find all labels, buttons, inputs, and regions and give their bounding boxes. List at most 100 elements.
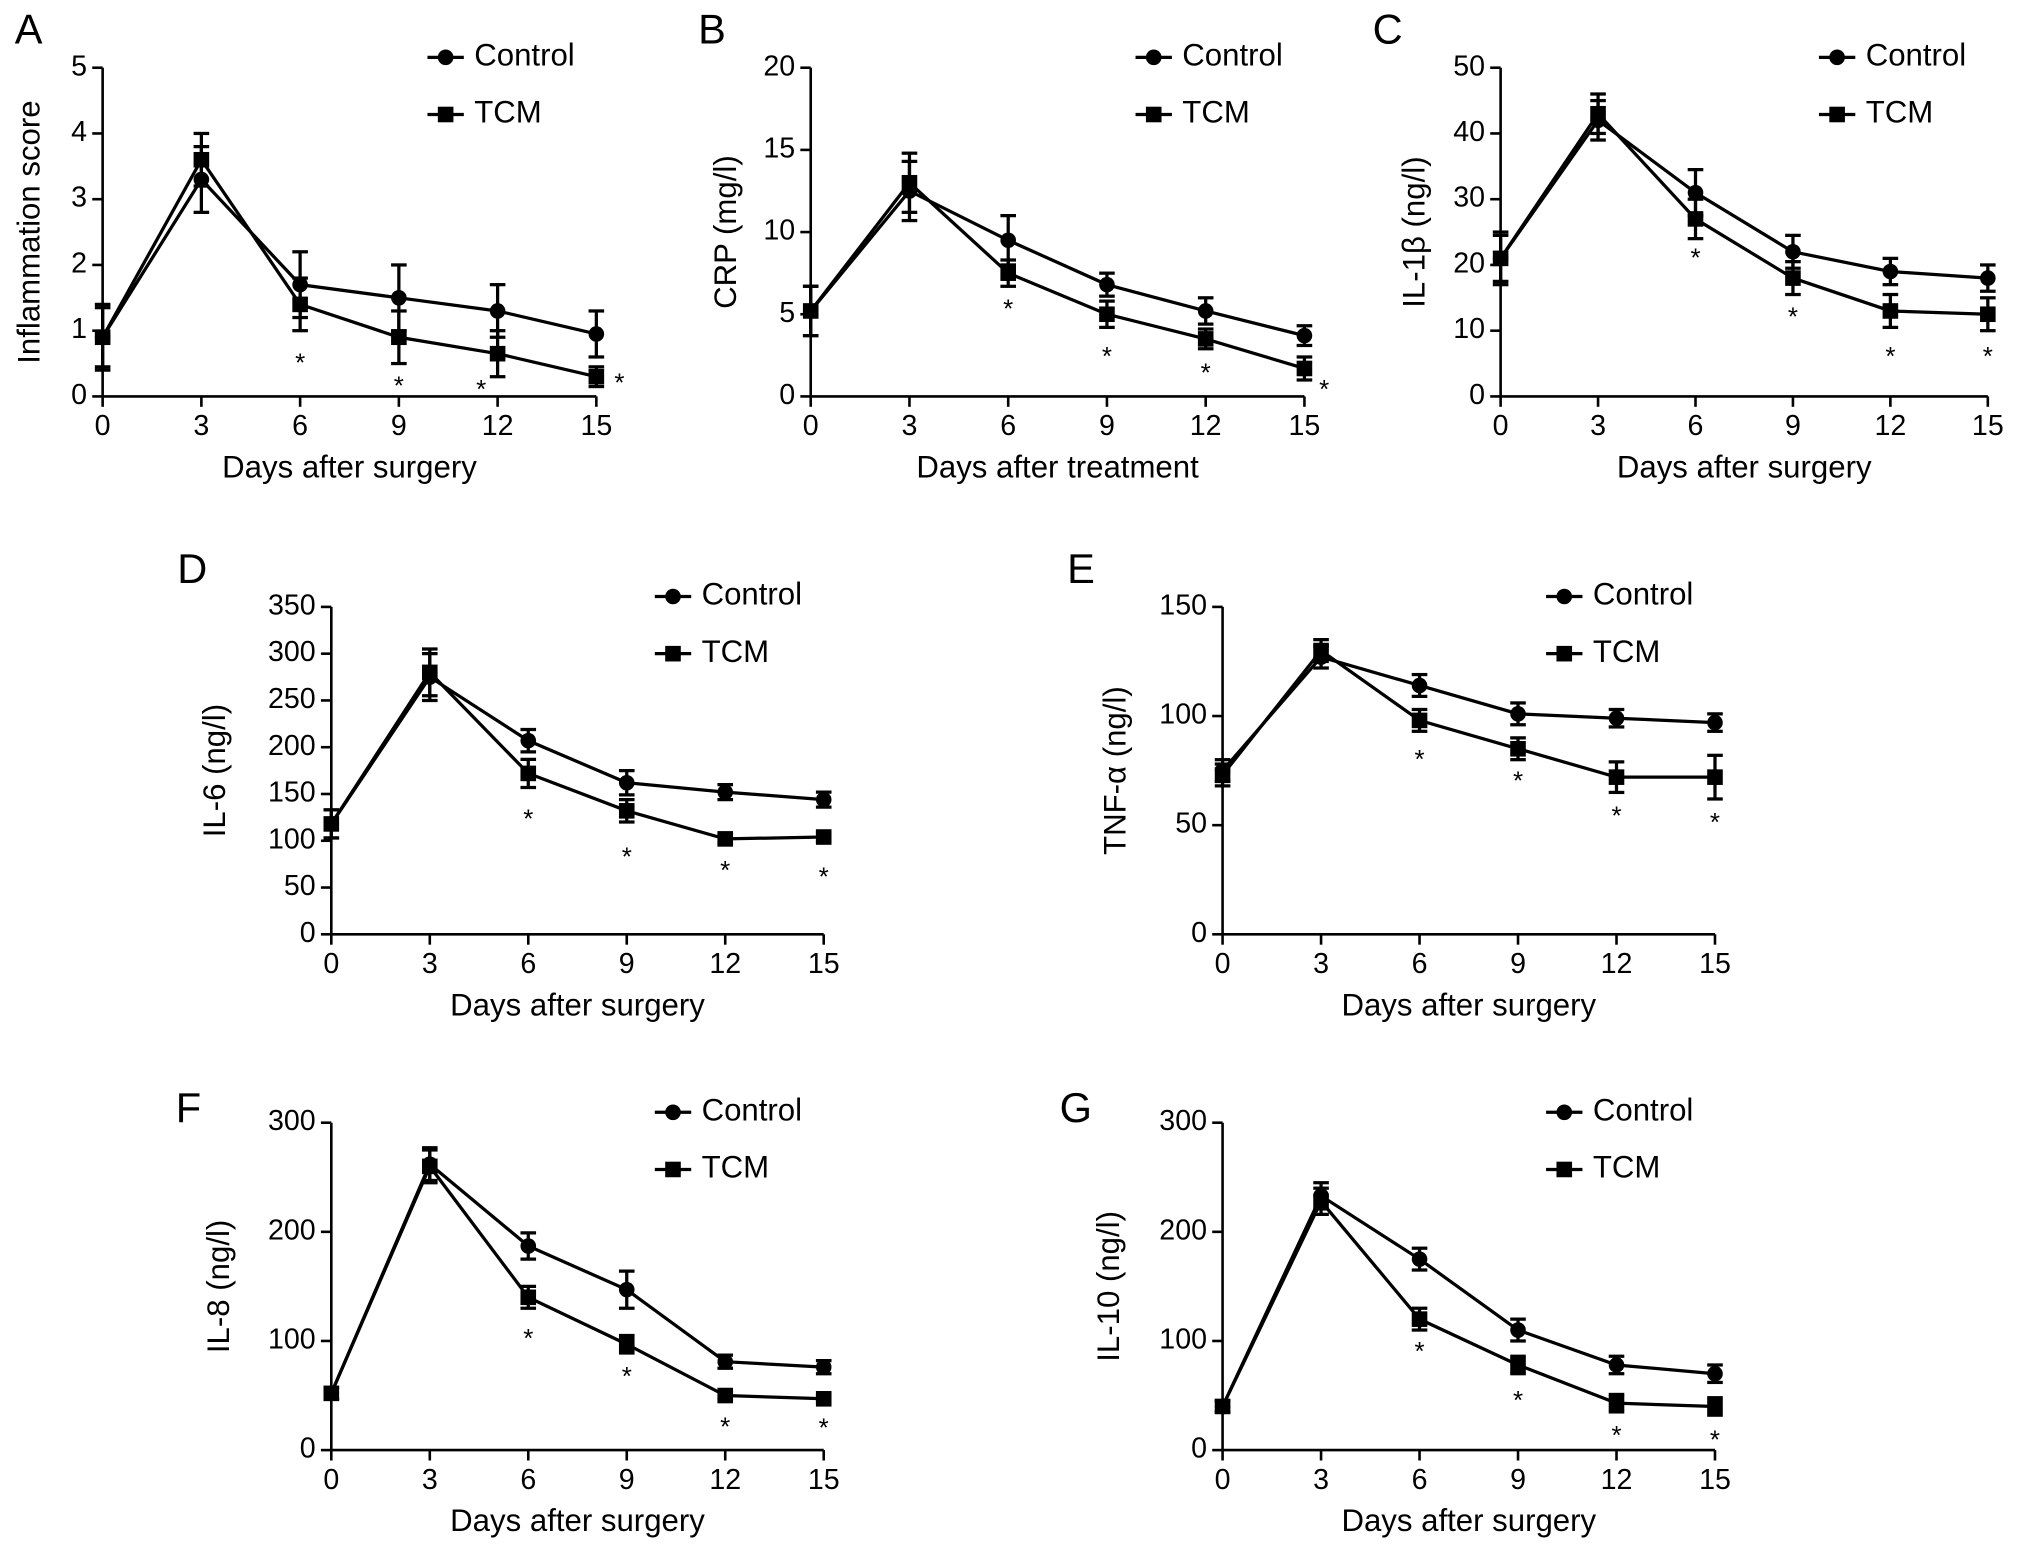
data-point <box>1411 712 1428 729</box>
x-tick-label: 0 <box>1215 948 1231 980</box>
y-tick-label: 10 <box>1453 313 1485 345</box>
y-tick-label: 40 <box>1453 116 1485 148</box>
x-tick-label: 12 <box>709 948 741 980</box>
data-point <box>520 765 537 782</box>
significance-mark: * <box>720 1411 730 1441</box>
data-point <box>802 303 819 319</box>
x-axis-label: Days after surgery <box>1341 987 1596 1022</box>
y-tick-label: 0 <box>300 917 316 949</box>
x-tick-label: 3 <box>902 410 918 442</box>
y-tick-label: 300 <box>1159 1105 1207 1137</box>
significance-mark: * <box>1885 341 1895 371</box>
x-axis-label: Days after surgery <box>1341 1503 1596 1538</box>
series-line <box>809 188 1305 338</box>
data-point <box>1608 1395 1625 1411</box>
x-tick-label: 12 <box>1601 948 1633 980</box>
y-tick-label: 0 <box>300 1433 316 1465</box>
x-axis-label: Days after surgery <box>450 987 705 1022</box>
data-point <box>717 1387 734 1404</box>
data-point <box>421 664 438 681</box>
x-tick-label: 3 <box>422 948 438 980</box>
legend-marker <box>1556 1161 1573 1178</box>
x-axis-label: Days after surgery <box>450 1503 705 1538</box>
x-axis-label: Days after treatment <box>916 449 1199 484</box>
data-point <box>618 1281 635 1298</box>
data-point <box>1214 767 1231 783</box>
data-point <box>618 1336 635 1353</box>
data-point <box>1510 706 1526 722</box>
data-point <box>1411 1311 1428 1327</box>
data-point <box>618 774 635 791</box>
legend-marker <box>665 1161 681 1178</box>
significance-mark: * <box>1513 766 1523 796</box>
panel-label: C <box>1373 6 1403 53</box>
legend-label: TCM <box>1593 634 1661 669</box>
x-tick-label: 15 <box>808 948 840 980</box>
x-tick-label: 6 <box>292 410 308 442</box>
y-axis-label: CRP (mg/l) <box>708 155 743 309</box>
x-tick-label: 6 <box>520 1464 536 1496</box>
x-tick-label: 15 <box>1699 1464 1731 1496</box>
series-line <box>329 669 824 841</box>
significance-mark: * <box>720 855 730 885</box>
data-point <box>1492 250 1509 267</box>
significance-mark: * <box>523 1323 533 1353</box>
significance-mark: * <box>1690 242 1700 272</box>
data-point <box>1313 1193 1329 1210</box>
x-tick-label: 0 <box>1215 1464 1231 1496</box>
data-point <box>1687 184 1704 201</box>
data-point <box>1687 211 1704 227</box>
x-tick-label: 15 <box>1972 410 2004 442</box>
data-point <box>1510 1322 1526 1338</box>
data-point <box>421 1158 438 1175</box>
x-tick-label: 15 <box>1289 410 1321 442</box>
y-tick-label: 350 <box>268 589 316 621</box>
significance-mark: * <box>523 803 533 833</box>
significance-mark: * <box>1201 357 1211 387</box>
panel-label: B <box>698 6 726 53</box>
y-tick-label: 0 <box>1191 917 1207 949</box>
legend-label: Control <box>1182 38 1282 73</box>
data-point <box>520 1289 537 1306</box>
data-point <box>1882 303 1899 319</box>
y-tick-label: 15 <box>763 132 795 164</box>
panel-label: E <box>1067 545 1095 592</box>
data-point <box>717 784 734 800</box>
significance-mark: * <box>1611 1420 1621 1450</box>
series-line <box>1221 655 1716 772</box>
legend-label: Control <box>702 577 802 612</box>
y-tick-label: 100 <box>268 823 316 855</box>
legend-label: Control <box>1593 1093 1694 1128</box>
x-tick-label: 3 <box>1313 948 1329 980</box>
x-tick-label: 9 <box>391 410 407 442</box>
significance-mark: * <box>1710 807 1720 837</box>
data-point <box>1590 105 1606 122</box>
y-tick-label: 200 <box>268 1214 316 1246</box>
panel-label: A <box>15 6 43 53</box>
y-tick-label: 100 <box>1159 699 1207 731</box>
series-line <box>809 180 1305 371</box>
y-tick-label: 5 <box>779 297 795 329</box>
y-tick-label: 200 <box>1159 1214 1207 1246</box>
significance-mark: * <box>622 842 632 872</box>
x-tick-label: 12 <box>1601 1464 1633 1496</box>
data-point <box>815 1359 832 1375</box>
y-tick-label: 0 <box>1191 1433 1207 1465</box>
x-tick-label: 15 <box>580 410 612 442</box>
x-tick-label: 0 <box>1493 410 1509 442</box>
x-tick-label: 6 <box>1688 410 1704 442</box>
y-tick-label: 300 <box>268 636 316 668</box>
significance-mark: * <box>394 371 404 401</box>
legend-marker <box>665 1104 681 1121</box>
legend-label: TCM <box>1593 1150 1661 1185</box>
significance-mark: * <box>1611 801 1621 831</box>
data-point <box>1214 1398 1231 1415</box>
x-tick-label: 9 <box>1510 948 1526 980</box>
y-axis-label: IL-10 (ng/l) <box>1091 1211 1126 1362</box>
data-point <box>489 303 506 319</box>
data-point <box>1707 1365 1723 1382</box>
y-tick-label: 200 <box>268 730 316 762</box>
data-point <box>1608 710 1625 727</box>
data-point <box>618 803 635 819</box>
